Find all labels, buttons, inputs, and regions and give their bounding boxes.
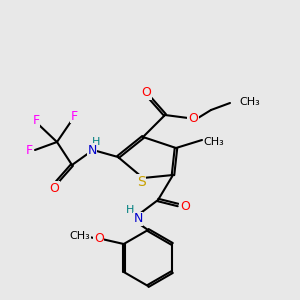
Text: CH₃: CH₃ [239, 97, 260, 107]
Text: F: F [70, 110, 78, 122]
Text: H: H [126, 205, 134, 215]
Text: CH₃: CH₃ [69, 231, 90, 241]
Text: O: O [141, 86, 151, 100]
Text: S: S [136, 175, 146, 189]
Text: O: O [49, 182, 59, 194]
Text: F: F [26, 143, 33, 157]
Text: N: N [133, 212, 143, 226]
Text: O: O [188, 112, 198, 124]
Text: N: N [87, 143, 97, 157]
Text: H: H [92, 137, 100, 147]
Text: O: O [94, 232, 104, 244]
Text: F: F [32, 113, 40, 127]
Text: CH₃: CH₃ [204, 137, 224, 147]
Text: O: O [180, 200, 190, 212]
